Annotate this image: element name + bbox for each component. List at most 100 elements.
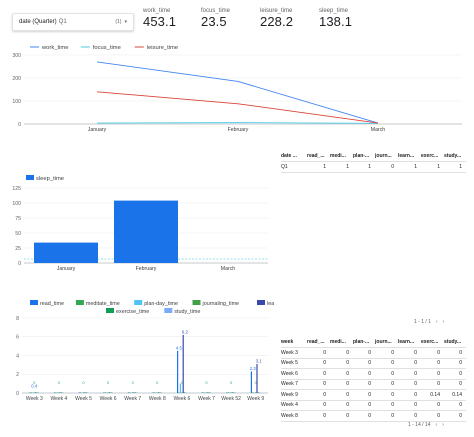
column-header[interactable]: journ... bbox=[375, 339, 392, 346]
column-header[interactable]: exerc... bbox=[421, 152, 439, 159]
bar bbox=[205, 392, 207, 393]
column-header[interactable]: study... bbox=[444, 339, 462, 346]
line-chart: work_time focus_time leisure_time 0 100 200 3… bbox=[12, 45, 462, 133]
table-row[interactable]: Week 5 0 0 0 0 0 0 0 bbox=[281, 358, 466, 369]
table-row[interactable]: Week 4 0 0 0 0 0 0 0 bbox=[281, 400, 466, 411]
table-cell: 0 bbox=[459, 370, 462, 377]
bar bbox=[82, 392, 84, 393]
filter-value: Q1 bbox=[58, 19, 67, 25]
legend-swatch bbox=[106, 308, 114, 313]
column-header[interactable]: learn... bbox=[398, 152, 415, 159]
table-cell: 0 bbox=[346, 402, 349, 409]
table-row[interactable]: Week 6 0 0 0 0 0 0 0 bbox=[281, 369, 466, 380]
table-cell: 0 bbox=[346, 391, 349, 398]
y-tick-label: 2 bbox=[16, 372, 19, 378]
scorecard-label: work_time bbox=[143, 8, 171, 14]
x-tick-label: Week 52 bbox=[221, 396, 241, 402]
table-cell: 0 bbox=[368, 360, 371, 367]
bar bbox=[54, 392, 56, 393]
data-label: 2.3 bbox=[250, 366, 257, 371]
table-cell: Q1 bbox=[281, 163, 288, 170]
bar bbox=[62, 392, 64, 393]
table-row[interactable]: Week 9 0 0 0 0 0 0.14 0.14 bbox=[281, 390, 466, 401]
legend-swatch bbox=[134, 300, 143, 305]
column-header[interactable]: week bbox=[281, 339, 294, 346]
bar bbox=[35, 392, 37, 393]
table-pager-top: 1 - 1 / 1 ‹ › bbox=[414, 319, 444, 325]
bar bbox=[210, 392, 212, 393]
bar bbox=[203, 392, 205, 393]
sleep-bar-chart: sleep_time 0 25 50 75 100 125 January February… bbox=[12, 175, 268, 272]
bar bbox=[255, 392, 257, 393]
bar bbox=[153, 392, 155, 393]
table-row[interactable]: Q1 1 1 1 0 1 1 1 bbox=[281, 161, 466, 172]
chevron-left-icon[interactable]: ‹ bbox=[435, 319, 438, 325]
table-cell: 0 bbox=[391, 402, 394, 409]
data-label: 0 bbox=[230, 380, 233, 385]
date-quarter-filter[interactable]: date (Quarter) Q1 (1) ▾ bbox=[12, 13, 134, 31]
table-cell: Week 9 bbox=[281, 391, 298, 398]
x-tick-label: Week 6 bbox=[173, 396, 190, 402]
bar bbox=[158, 392, 160, 393]
bar bbox=[108, 392, 110, 393]
bar bbox=[250, 371, 252, 393]
table-cell: 0 bbox=[391, 163, 394, 170]
bar bbox=[114, 200, 178, 263]
bar bbox=[155, 392, 157, 393]
bar bbox=[58, 392, 60, 393]
column-header[interactable]: plan-... bbox=[353, 339, 370, 346]
column-header[interactable]: medi... bbox=[330, 339, 346, 346]
scorecard-value: 23.5 bbox=[201, 14, 227, 29]
legend-swatch bbox=[164, 308, 173, 313]
pager-range: 1 - 1 / 1 bbox=[414, 319, 431, 325]
chevron-right-icon[interactable]: › bbox=[442, 319, 445, 325]
bar bbox=[133, 392, 135, 393]
bar bbox=[87, 392, 89, 393]
chevron-left-icon[interactable]: ‹ bbox=[435, 422, 438, 428]
bar bbox=[184, 392, 186, 393]
bar bbox=[56, 392, 58, 393]
table-cell: 0 bbox=[368, 391, 371, 398]
bar bbox=[257, 392, 259, 393]
column-header[interactable]: learn... bbox=[398, 339, 415, 346]
legend-swatch bbox=[30, 300, 38, 305]
column-header[interactable]: study... bbox=[444, 152, 462, 159]
table-cell: 0 bbox=[391, 370, 394, 377]
table-cell: 0 bbox=[437, 412, 440, 419]
y-tick-label: 75 bbox=[15, 216, 21, 222]
legend-label: meditate_time bbox=[86, 301, 120, 307]
table-row[interactable]: Week 8 0 0 0 0 0 0 0 bbox=[281, 411, 466, 422]
bar bbox=[226, 392, 228, 393]
chevron-right-icon[interactable]: › bbox=[442, 422, 444, 428]
bar bbox=[84, 392, 86, 393]
table-row[interactable]: Week 7 0 0 0 0 0 0 0 bbox=[281, 379, 466, 390]
column-header[interactable]: read_... bbox=[307, 152, 325, 159]
table-cell: 0 bbox=[323, 360, 326, 367]
bar bbox=[34, 242, 98, 263]
table-cell: 0 bbox=[346, 360, 349, 367]
table-cell: 0 bbox=[346, 412, 349, 419]
column-header[interactable]: read_... bbox=[307, 339, 325, 346]
column-header[interactable]: plan-... bbox=[353, 152, 370, 159]
x-tick-label: January bbox=[88, 127, 107, 133]
data-label: 0 bbox=[58, 380, 61, 385]
data-label: 0 bbox=[156, 380, 159, 385]
series-line bbox=[96, 61, 379, 124]
series-line bbox=[96, 122, 379, 124]
x-tick-label: Week 6 bbox=[100, 396, 117, 402]
bar bbox=[127, 392, 129, 393]
chevron-down-icon[interactable]: ▾ bbox=[124, 19, 127, 25]
table-cell: 0 bbox=[437, 381, 440, 388]
data-label: 0 bbox=[82, 380, 85, 385]
column-header[interactable]: exerc... bbox=[421, 339, 439, 346]
filter-label: date (Quarter) bbox=[19, 19, 57, 25]
table-cell: 0 bbox=[346, 370, 349, 377]
bar bbox=[253, 392, 255, 393]
column-header[interactable]: date ... bbox=[281, 152, 297, 159]
column-header[interactable]: journ... bbox=[375, 152, 392, 159]
table-row[interactable]: Week 3 0 0 0 0 0 0 0 bbox=[281, 348, 466, 359]
legend-label: exercise_time bbox=[116, 309, 149, 315]
column-header[interactable]: medi... bbox=[330, 152, 346, 159]
y-tick-label: 50 bbox=[15, 231, 21, 237]
bar bbox=[204, 392, 206, 393]
